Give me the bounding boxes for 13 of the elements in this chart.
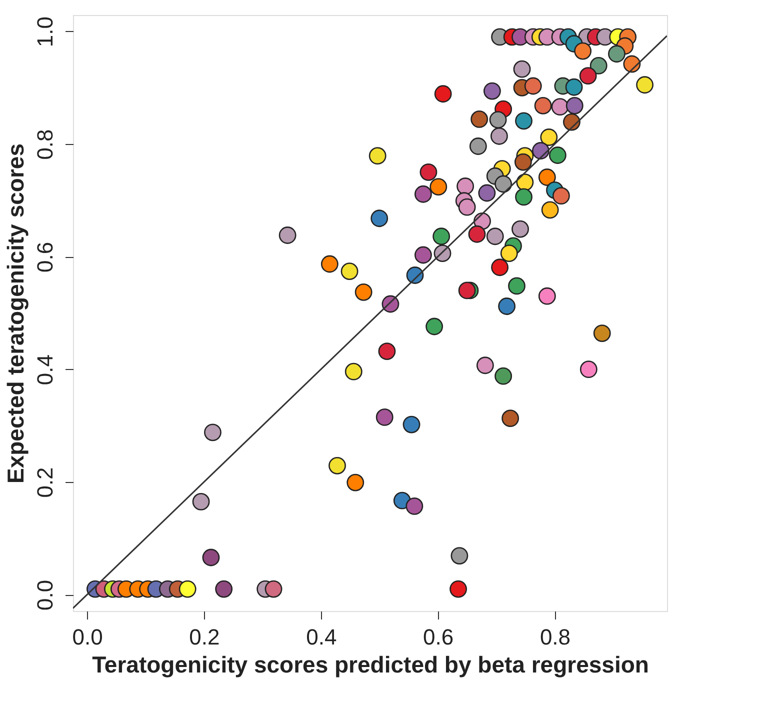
x-axis-title: Teratogenicity scores predicted by beta regression [92, 652, 649, 678]
x-tick-label: 0.6 [423, 624, 454, 650]
y-tick-label: 0.8 [32, 129, 58, 160]
x-tick-label: 0.8 [540, 624, 571, 650]
y-axis-title: Expected teratogenicity scores [2, 143, 28, 484]
y-tick-label: 0.4 [32, 354, 58, 386]
y-tick-label: 1.0 [32, 16, 58, 48]
y-tick-label: 0.6 [32, 242, 58, 272]
x-tick-label: 0.0 [72, 624, 103, 650]
x-tick-label: 0.4 [306, 624, 337, 650]
y-tick-label: 0.0 [32, 580, 58, 610]
x-tick-label: 0.2 [189, 624, 220, 650]
y-tick-label: 0.2 [32, 467, 58, 498]
